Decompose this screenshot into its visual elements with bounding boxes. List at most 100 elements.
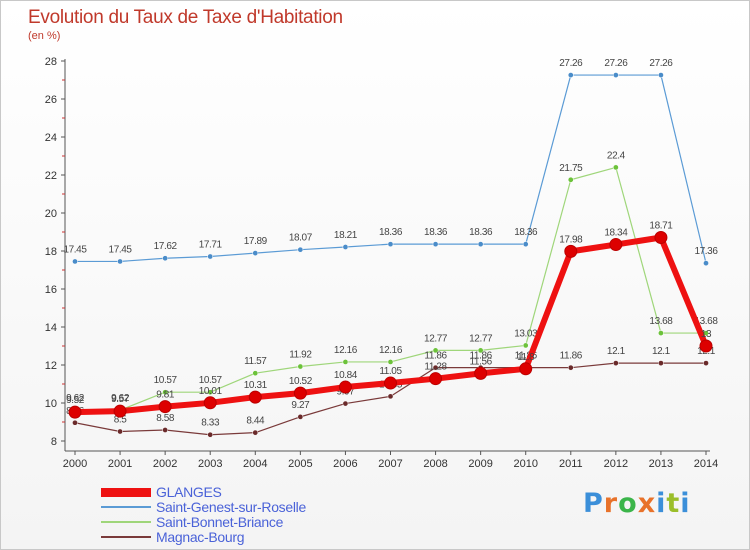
data-point xyxy=(68,405,82,419)
data-label: 8.58 xyxy=(156,413,175,424)
data-label: 11.56 xyxy=(469,356,492,367)
data-label: 18.71 xyxy=(649,221,673,232)
data-point xyxy=(432,241,439,248)
data-label: 17.89 xyxy=(244,236,268,247)
data-label: 9.81 xyxy=(156,390,175,401)
data-point xyxy=(474,366,488,380)
data-point xyxy=(387,393,394,400)
data-point xyxy=(567,364,574,371)
data-label: 27.26 xyxy=(559,58,583,69)
data-point xyxy=(252,250,259,256)
chart-title: Evolution du Taux de Taxe d'Habitation xyxy=(28,7,343,28)
data-label: 18.36 xyxy=(514,227,538,238)
legend-label: GLANGES xyxy=(156,484,222,500)
data-point xyxy=(207,389,214,396)
legend-swatch xyxy=(101,506,151,508)
logo-letter: r xyxy=(603,488,619,519)
y-tick-label: 28 xyxy=(45,56,57,68)
data-point xyxy=(342,400,349,407)
data-label: 11.8 xyxy=(517,352,535,363)
data-point xyxy=(519,362,533,376)
data-label: 12.1 xyxy=(652,346,671,357)
logo-letter: x xyxy=(637,488,657,519)
data-label: 18.36 xyxy=(424,227,448,238)
data-label: 10.01 xyxy=(199,386,223,397)
data-point xyxy=(567,72,574,78)
data-label: 10.31 xyxy=(244,380,268,391)
data-point xyxy=(432,364,439,371)
y-tick-label: 16 xyxy=(45,284,57,296)
data-label: 8.33 xyxy=(201,418,220,429)
data-point xyxy=(613,72,619,78)
data-point xyxy=(699,339,713,353)
data-label: 27.26 xyxy=(604,58,628,69)
data-point xyxy=(477,347,484,354)
data-label: 13 xyxy=(701,329,712,340)
y-tick-label: 18 xyxy=(45,246,57,258)
data-point xyxy=(117,428,123,435)
data-label: 12.77 xyxy=(424,333,448,344)
data-point xyxy=(342,244,349,250)
logo-letter: P xyxy=(583,488,604,519)
logo-letter: t xyxy=(666,488,681,519)
data-label: 13.68 xyxy=(649,316,673,327)
data-label: 17.98 xyxy=(559,234,583,245)
data-point xyxy=(429,372,443,386)
logo-letter: i xyxy=(656,488,667,519)
data-label: 9.27 xyxy=(291,400,310,411)
data-point xyxy=(248,390,262,404)
data-label: 11.86 xyxy=(560,351,583,362)
y-tick-label: 12 xyxy=(45,360,57,372)
data-point xyxy=(297,414,304,420)
data-label: 18.21 xyxy=(334,230,358,241)
data-label: 8.44 xyxy=(246,416,265,427)
y-tick-label: 20 xyxy=(45,208,57,220)
data-label: 17.62 xyxy=(154,241,178,252)
data-point xyxy=(613,360,619,366)
chart-unit-label: (en %) xyxy=(28,30,61,42)
data-point xyxy=(703,260,709,267)
data-point xyxy=(297,246,304,253)
legend-swatch xyxy=(101,487,151,497)
data-point xyxy=(477,241,484,248)
data-label: 9.62 xyxy=(111,393,130,404)
data-label: 12.1 xyxy=(607,346,626,357)
data-label: 11.86 xyxy=(515,351,538,362)
data-point xyxy=(613,164,619,171)
data-point xyxy=(162,389,168,396)
y-tick-label: 24 xyxy=(45,132,57,144)
data-label: 11.28 xyxy=(424,362,447,373)
data-point xyxy=(297,363,304,370)
legend-label: Saint-Genest-sur-Roselle xyxy=(156,499,306,515)
data-point xyxy=(158,400,172,414)
legend-swatch xyxy=(101,536,151,538)
data-point xyxy=(342,359,349,365)
data-label: 17.71 xyxy=(199,240,223,251)
data-label: 11.86 xyxy=(424,351,447,362)
x-tick-label: 2002 xyxy=(153,458,177,470)
x-tick-label: 2001 xyxy=(108,458,132,470)
x-tick-label: 2009 xyxy=(468,458,492,470)
x-tick-label: 2003 xyxy=(198,458,222,470)
data-label: 18.34 xyxy=(604,228,628,239)
logo-letter: o xyxy=(618,488,638,519)
data-label: 27.26 xyxy=(649,58,673,69)
data-label: 13.68 xyxy=(694,316,718,327)
data-label: 10.84 xyxy=(334,370,358,381)
proxiti-logo: Proxiti xyxy=(583,488,691,519)
data-point xyxy=(522,241,529,248)
x-tick-label: 2006 xyxy=(333,458,357,470)
x-tick-label: 2014 xyxy=(694,458,718,470)
series-saint-bonnet-briance: 9.62 9.62 10.57 10.57 11.57 11.92 12.16 12.16 12… xyxy=(66,150,719,414)
series-saint-genest-sur-roselle: 17.45 17.45 17.62 17.71 17.89 18.07 18.21 18.36… xyxy=(63,58,719,267)
data-point xyxy=(252,370,259,377)
data-point xyxy=(293,386,307,400)
x-tick-label: 2004 xyxy=(243,458,267,470)
x-tick-label: 2000 xyxy=(63,458,87,470)
x-tick-label: 2011 xyxy=(559,458,583,470)
data-label: 11.92 xyxy=(289,350,312,361)
series-glanges: 9.52 9.57 9.81 10.01 10.31 10.52 10.84 11.05 11.… xyxy=(66,221,713,419)
data-label: 11.57 xyxy=(244,356,267,367)
data-point xyxy=(387,359,394,365)
